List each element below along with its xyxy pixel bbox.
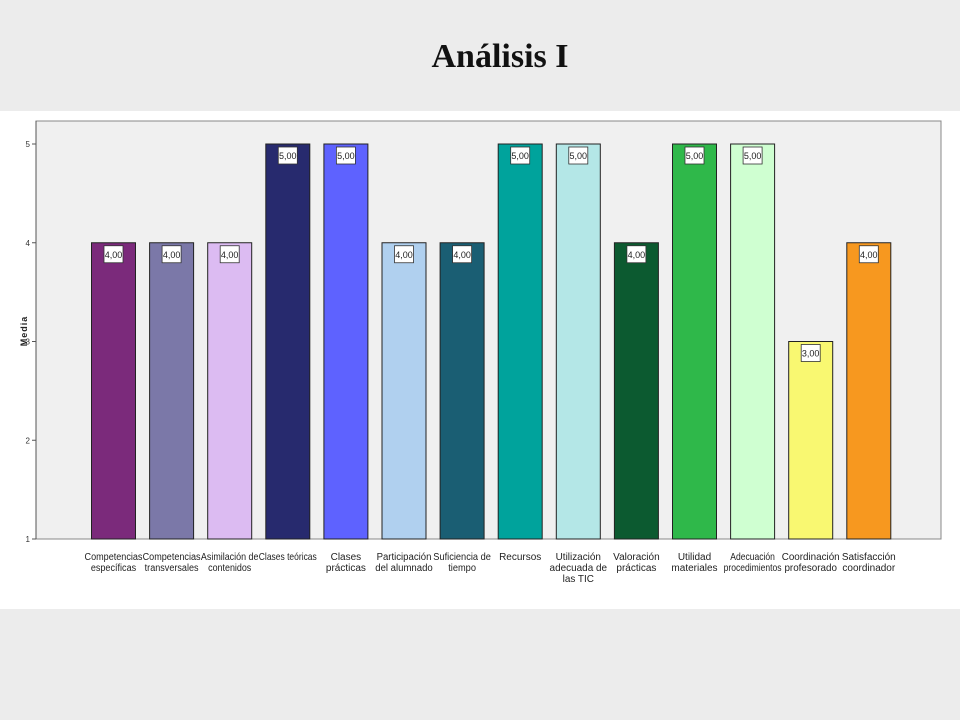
data-label-box [858, 245, 879, 264]
data-label-box [510, 146, 531, 165]
x-tick-label: Clases prácticas [326, 552, 366, 574]
data-label: 4,00 [163, 250, 181, 260]
bar [730, 143, 776, 540]
data-label-box [800, 344, 821, 362]
y-tick-label: 1 [26, 535, 31, 544]
bar [323, 143, 369, 540]
data-label-box [277, 146, 298, 165]
bar [149, 242, 195, 540]
x-tick-label: Competencias transversales [143, 552, 201, 575]
data-label: 4,00 [628, 250, 646, 260]
slide-title: Análisis I [431, 38, 569, 75]
data-label: 4,00 [221, 250, 239, 260]
y-tick-label: 5 [26, 140, 31, 149]
x-tick-label: Utilización adecuada de las TIC [550, 552, 608, 585]
x-tick-label: Adecuación procedimientos [724, 551, 782, 573]
y-tick-label: 3 [26, 338, 31, 347]
data-label: 4,00 [860, 250, 878, 260]
data-label: 4,00 [395, 250, 413, 260]
y-tick-label: 4 [26, 239, 31, 248]
bar [672, 143, 717, 540]
data-label-box [335, 146, 356, 165]
data-label: 5,00 [744, 151, 762, 161]
x-tick-label: Suficiencia de tiempo [433, 552, 491, 574]
data-label-box [452, 245, 473, 264]
data-label: 5,00 [279, 151, 297, 161]
data-label-box [219, 245, 240, 264]
x-tick-label: Clases teóricas [259, 551, 317, 562]
bar [846, 242, 892, 540]
data-label: 4,00 [453, 250, 471, 260]
y-axis-label: Media [19, 316, 29, 347]
data-label-box [103, 245, 124, 264]
bar [613, 242, 659, 540]
bar [265, 143, 311, 540]
x-tick-label: Coordinación profesorado [782, 552, 840, 574]
x-tick-label: Participación del alumnado [375, 552, 433, 574]
y-tick-label: 2 [26, 436, 31, 445]
data-label-box [742, 146, 763, 165]
data-label: 5,00 [570, 151, 588, 161]
bar [497, 143, 543, 540]
data-label-box [394, 245, 414, 264]
data-label: 3,00 [802, 349, 820, 359]
x-tick-label: Valoración prácticas [613, 552, 660, 574]
bar [91, 242, 136, 540]
bar [788, 341, 834, 540]
data-label: 5,00 [686, 151, 704, 161]
bar [381, 242, 427, 540]
bar [207, 242, 253, 540]
bars: 4,00 4,00 4,00 5,00 5,00 4,00 4,00 5,00 5,00 4,00… [91, 143, 892, 540]
data-label-box [161, 245, 182, 264]
data-label-box [568, 146, 589, 165]
data-label: 5,00 [337, 151, 355, 161]
data-label-box [684, 146, 705, 165]
bar [555, 143, 601, 540]
x-tick-label: Asimilación de contenidos [201, 552, 259, 575]
x-tick-label: Recursos [499, 552, 541, 563]
data-label: 5,00 [511, 151, 529, 161]
y-ticks: 1 2 3 4 5 [26, 140, 36, 544]
data-label: 4,00 [105, 250, 123, 260]
x-tick-label: Utilidad materiales [671, 552, 717, 574]
x-tick-label: Satisfacción coordinador [842, 552, 896, 574]
bar [439, 242, 485, 540]
data-label-box [626, 245, 647, 264]
x-tick-label: Competencias específicas [85, 552, 143, 575]
